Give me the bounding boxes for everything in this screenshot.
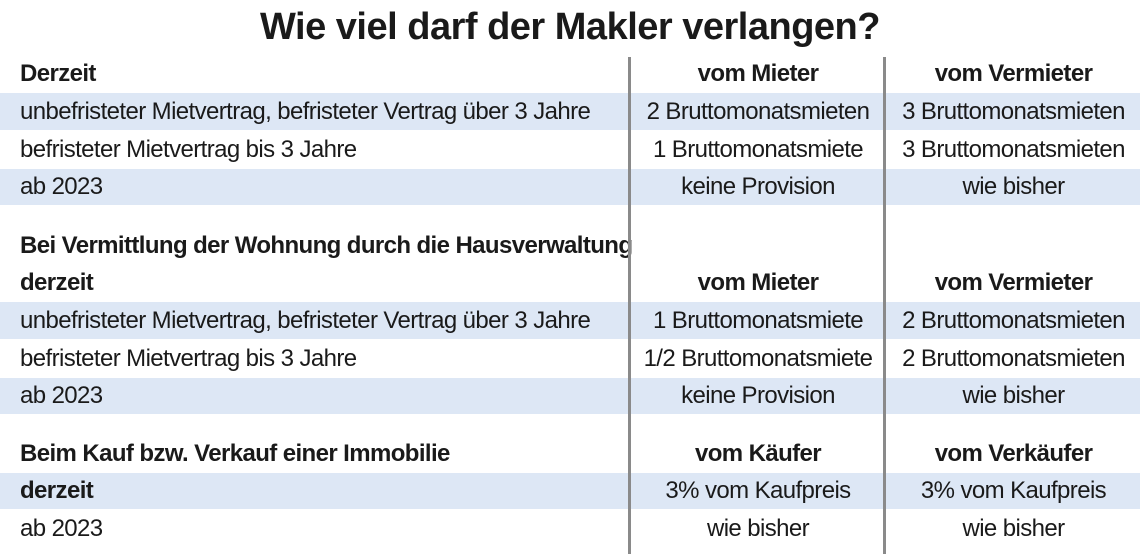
row-label: ab 2023 — [20, 514, 103, 542]
table-row: unbefristeter Mietvertrag, befristeter V… — [0, 93, 1140, 130]
row-col2: keine Provision — [681, 382, 835, 409]
table-row: ab 2023 keine Provision wie bisher — [0, 378, 1140, 414]
row-col2: keine Provision — [681, 173, 835, 200]
section-2-heading-row: Bei Vermittlung der Wohnung durch die Ha… — [0, 228, 1140, 264]
section-3-header-row: Beim Kauf bzw. Verkauf einer Immobilie v… — [0, 435, 1140, 472]
row-label: befristeter Mietvertrag bis 3 Jahre — [20, 135, 357, 163]
row-col2: 1/2 Bruttomonatsmiete — [643, 344, 873, 372]
row-col3: 3 Bruttomonatsmieten — [902, 97, 1125, 125]
row-col3: 3 Bruttomonatsmieten — [902, 135, 1125, 163]
section-3-header-col3: vom Verkäufer — [934, 439, 1093, 467]
section-3-header-label: Beim Kauf bzw. Verkauf einer Immobilie — [20, 439, 450, 467]
table-row: unbefristeter Mietvertrag, befristeter V… — [0, 302, 1140, 339]
row-col3: wie bisher — [962, 173, 1065, 200]
section-2-header-col2: vom Mieter — [697, 268, 819, 296]
row-label: ab 2023 — [20, 382, 103, 409]
section-2-header-col3: vom Vermieter — [934, 268, 1093, 296]
row-col3: wie bisher — [962, 514, 1065, 542]
row-col3: 3% vom Kaufpreis — [920, 477, 1107, 504]
column-divider — [628, 57, 631, 554]
row-col3: 2 Bruttomonatsmieten — [902, 344, 1125, 372]
section-3-header-col2: vom Käufer — [694, 439, 822, 467]
section-1-header-col3: vom Vermieter — [934, 60, 1093, 87]
table-row: ab 2023 keine Provision wie bisher — [0, 169, 1140, 205]
section-2-header-label: derzeit — [20, 268, 94, 296]
table-row: derzeit 3% vom Kaufpreis 3% vom Kaufprei… — [0, 473, 1140, 509]
row-col2: 1 Bruttomonatsmiete — [652, 135, 864, 163]
section-2-heading: Bei Vermittlung der Wohnung durch die Ha… — [20, 232, 633, 259]
section-1-header-label: Derzeit — [20, 60, 96, 87]
row-col2: wie bisher — [706, 514, 810, 542]
row-col3: wie bisher — [962, 382, 1065, 409]
row-col3: 2 Bruttomonatsmieten — [902, 306, 1125, 334]
row-label: unbefristeter Mietvertrag, befristeter V… — [20, 97, 591, 125]
row-col2: 1 Bruttomonatsmiete — [652, 306, 864, 334]
page-title: Wie viel darf der Makler verlangen? — [260, 6, 880, 48]
section-1-header-col2: vom Mieter — [697, 60, 819, 87]
table-row: ab 2023 wie bisher wie bisher — [0, 510, 1140, 547]
row-label: derzeit — [20, 477, 94, 504]
table-row: befristeter Mietvertrag bis 3 Jahre 1 Br… — [0, 131, 1140, 168]
row-label: ab 2023 — [20, 173, 103, 200]
section-1-header-row: Derzeit vom Mieter vom Vermieter — [0, 56, 1140, 92]
row-col2: 3% vom Kaufpreis — [665, 477, 851, 504]
row-label: unbefristeter Mietvertrag, befristeter V… — [20, 306, 591, 334]
column-divider — [883, 57, 886, 554]
row-col2: 2 Bruttomonatsmieten — [646, 97, 870, 125]
table-row: befristeter Mietvertrag bis 3 Jahre 1/2 … — [0, 340, 1140, 377]
section-2-header-row: derzeit vom Mieter vom Vermieter — [0, 264, 1140, 301]
row-label: befristeter Mietvertrag bis 3 Jahre — [20, 344, 357, 372]
